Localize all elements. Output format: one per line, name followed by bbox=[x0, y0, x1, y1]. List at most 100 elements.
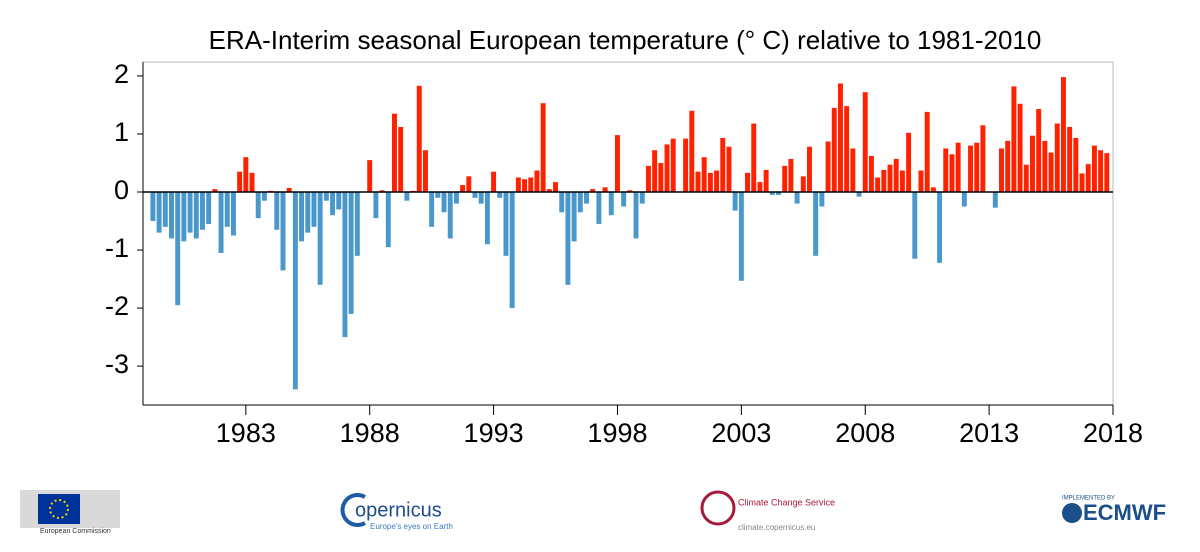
copernicus-tagline: Europe's eyes on Earth bbox=[370, 522, 453, 531]
bar bbox=[658, 162, 664, 193]
bar bbox=[800, 176, 806, 193]
bar bbox=[1098, 150, 1104, 193]
bar bbox=[460, 185, 466, 193]
bar bbox=[695, 171, 701, 193]
bar bbox=[961, 192, 967, 207]
bar bbox=[447, 192, 453, 239]
bar bbox=[224, 192, 230, 227]
bar bbox=[317, 192, 323, 285]
bar bbox=[497, 192, 503, 198]
c3s-label: Climate Change Service bbox=[738, 497, 835, 507]
bar bbox=[937, 192, 943, 263]
y-tick-label: 2 bbox=[114, 59, 129, 89]
bar bbox=[509, 192, 515, 309]
bar bbox=[584, 192, 589, 204]
bar bbox=[912, 192, 918, 259]
bar bbox=[720, 138, 726, 193]
bar bbox=[1104, 153, 1110, 193]
bar bbox=[553, 182, 559, 193]
y-tick-label: -2 bbox=[105, 291, 129, 321]
bar bbox=[968, 145, 974, 193]
bar bbox=[577, 192, 583, 213]
bar bbox=[373, 192, 379, 219]
bar bbox=[881, 169, 887, 193]
x-tick-label: 1998 bbox=[587, 418, 647, 448]
bar bbox=[1091, 145, 1097, 193]
bar bbox=[788, 158, 794, 193]
ecmwf-logo: IMPLEMENTED BY ECMWF bbox=[1062, 496, 1166, 525]
bar bbox=[274, 192, 280, 230]
bar bbox=[323, 192, 329, 201]
bar bbox=[546, 189, 552, 193]
bar bbox=[466, 176, 472, 193]
c3s-logo: Climate Change Service climate.copernicu… bbox=[700, 490, 835, 532]
bar bbox=[813, 192, 819, 256]
bar bbox=[893, 158, 899, 193]
bar bbox=[472, 192, 478, 198]
bar bbox=[819, 192, 825, 207]
bar bbox=[286, 187, 292, 193]
bar bbox=[342, 192, 348, 338]
ec-label: European Commission bbox=[40, 528, 111, 535]
bar bbox=[218, 192, 224, 253]
x-tick-label: 2008 bbox=[835, 418, 895, 448]
plot-frame bbox=[142, 61, 1114, 406]
bar bbox=[924, 111, 930, 193]
bar bbox=[292, 192, 298, 390]
bar bbox=[559, 192, 565, 213]
bar bbox=[614, 135, 620, 193]
bar bbox=[850, 148, 856, 193]
bar bbox=[199, 192, 205, 230]
bar bbox=[769, 192, 775, 195]
bar bbox=[156, 192, 162, 233]
bar bbox=[918, 170, 924, 193]
bar bbox=[974, 142, 980, 193]
y-tick-label: 0 bbox=[114, 175, 129, 205]
bar bbox=[707, 172, 713, 193]
bar bbox=[422, 150, 428, 193]
bar bbox=[856, 192, 862, 197]
bar bbox=[280, 192, 286, 271]
bar bbox=[478, 192, 484, 204]
bar bbox=[150, 192, 156, 222]
bar bbox=[299, 192, 305, 242]
bar bbox=[181, 192, 187, 242]
bar bbox=[726, 146, 732, 193]
y-tick-label: 1 bbox=[114, 117, 129, 147]
bar bbox=[1005, 140, 1011, 193]
bar bbox=[683, 138, 689, 193]
bar bbox=[899, 170, 905, 193]
bar bbox=[670, 138, 676, 193]
bar bbox=[763, 169, 769, 193]
bar bbox=[193, 192, 199, 239]
bar bbox=[206, 192, 212, 224]
bar bbox=[1036, 109, 1042, 193]
bar bbox=[237, 171, 243, 193]
bar bbox=[175, 192, 181, 306]
bar bbox=[751, 123, 757, 193]
bar bbox=[330, 192, 336, 216]
bar bbox=[1042, 140, 1048, 193]
bar bbox=[255, 192, 261, 219]
bar bbox=[540, 103, 546, 193]
bar bbox=[992, 192, 998, 208]
bar bbox=[367, 160, 373, 193]
bar bbox=[503, 192, 509, 256]
bar bbox=[999, 148, 1004, 193]
bar bbox=[652, 150, 658, 193]
bar bbox=[249, 172, 255, 193]
bar bbox=[534, 170, 540, 193]
bar bbox=[955, 142, 961, 193]
bar bbox=[862, 92, 868, 193]
bar bbox=[807, 146, 812, 193]
bar bbox=[980, 125, 986, 193]
ec-logo: European Commission bbox=[20, 490, 120, 535]
plot-area: -3 -2 -1 0 1 2 1983 1988 1993 1998 2003 2008 2013 201… bbox=[105, 59, 1143, 448]
bar bbox=[943, 148, 949, 193]
bar bbox=[212, 189, 218, 193]
bar bbox=[348, 192, 354, 314]
bar bbox=[404, 192, 410, 201]
bar bbox=[930, 187, 936, 193]
bar bbox=[392, 113, 397, 193]
